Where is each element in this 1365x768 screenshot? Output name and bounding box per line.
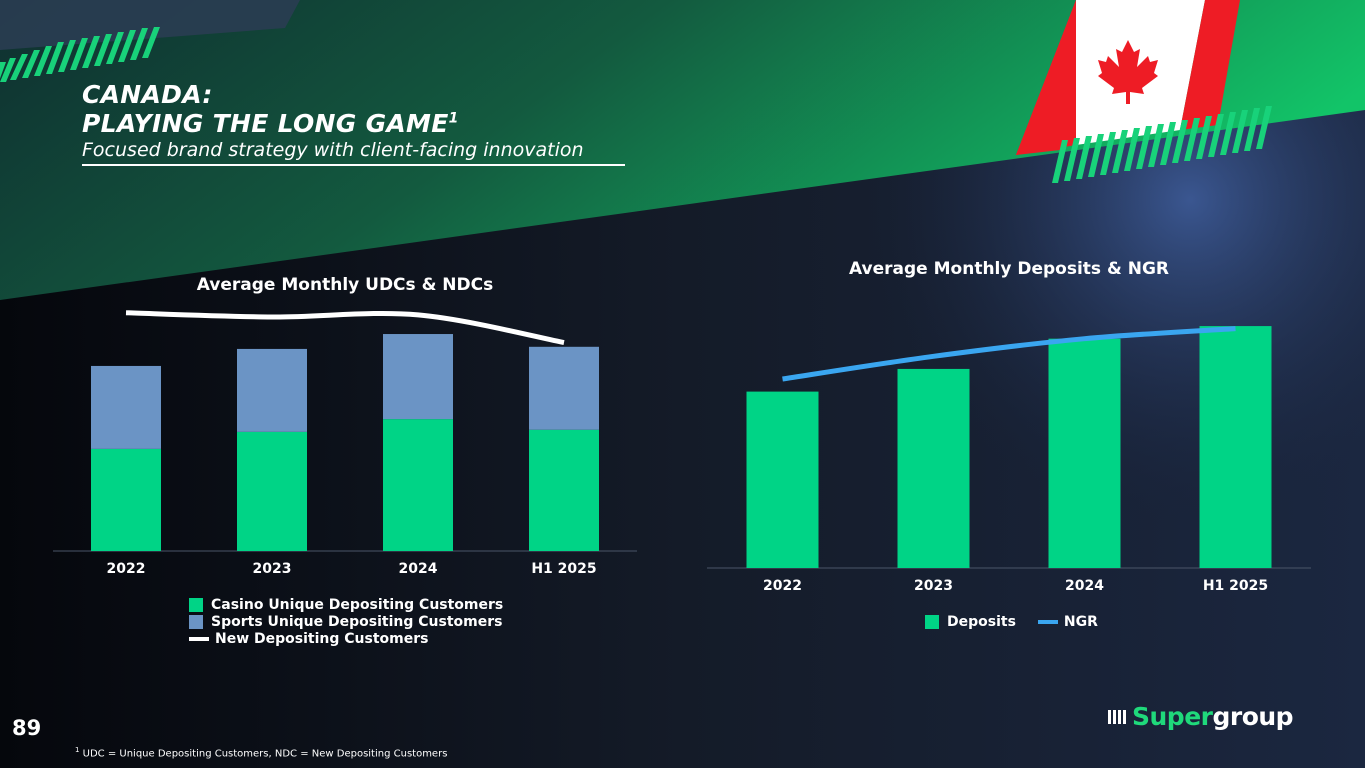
chart1-title: Average Monthly UDCs & NDCs [196,275,494,295]
bar-deposits-1 [897,368,970,568]
legend-swatch-deposits [925,614,939,629]
bar-sports-2 [383,334,453,420]
legend-item-ndc: New Depositing Customers [189,630,503,647]
bar-casino-1 [237,431,307,551]
chart1-tick-label: 2023 [253,561,292,577]
legend-label-casino: Casino Unique Depositing Customers [211,596,504,613]
line-ngr [782,326,1236,382]
canada-flag [1016,0,1240,155]
title-superscript: 1 [448,110,459,127]
chart1-tick-label: H1 2025 [531,561,596,577]
chart2-legend: Deposits NGR [925,613,1098,630]
legend-item-sports: Sports Unique Depositing Customers [189,613,503,630]
chart2-tick-label: 2024 [1065,578,1104,594]
supergroup-logo-icon: Super group [1108,702,1294,731]
legend-label-deposits: Deposits [947,613,1016,630]
legend-swatch-ndc [189,636,209,641]
legend-item-casino: Casino Unique Depositing Customers [189,596,503,613]
chart1-tick-label: 2024 [399,561,438,577]
footnote-marker: 1 [75,746,80,754]
legend-label-ndc: New Depositing Customers [215,630,429,647]
slide-title: CANADA: PLAYING THE LONG GAME1 [82,80,625,138]
chart2-tick-label: 2022 [763,578,802,594]
slide-subtitle: Focused brand strategy with client-facin… [82,138,625,166]
bar-casino-0 [91,448,161,551]
slide-title-block: CANADA: PLAYING THE LONG GAME1 Focused b… [82,80,625,166]
legend-label-ngr: NGR [1063,613,1098,630]
line-ndc [125,310,565,345]
bar-sports-0 [91,365,161,449]
maple-leaf-icon [1098,40,1158,104]
bar-sports-3 [529,346,599,430]
bar-sports-1 [237,348,307,432]
logo-bars [1108,709,1126,724]
bar-deposits-2 [1048,338,1121,568]
legend-item-ngr: NGR [1037,613,1098,630]
legend-label-sports: Sports Unique Depositing Customers [211,613,503,630]
legend-swatch-ngr [1037,619,1058,624]
legend-swatch-sports [189,614,203,629]
chart2-tick-label: 2023 [914,578,953,594]
footnote: 1 UDC = Unique Depositing Customers, NDC… [75,746,447,759]
footnote-text: UDC = Unique Depositing Customers, NDC =… [82,748,448,760]
legend-item-deposits: Deposits [925,613,1016,630]
title-line2: PLAYING THE LONG GAME [82,109,449,138]
bar-casino-2 [383,419,453,551]
stripes-right [1052,106,1272,183]
title-line1: CANADA: [82,80,213,109]
bar-deposits-3 [1199,326,1272,568]
logo-word-super: Super [1132,702,1213,731]
chart2-title: Average Monthly Deposits & NGR [848,259,1169,279]
chart1-legend: Casino Unique Depositing Customers Sport… [189,596,503,647]
legend-swatch-casino [189,597,203,612]
bar-casino-3 [529,429,599,551]
bar-deposits-0 [746,391,819,568]
chart2-tick-label: H1 2025 [1203,578,1268,594]
page-number: 89 [12,716,42,740]
stripes-left [0,27,160,82]
logo-word-group: group [1212,702,1294,731]
chart1-tick-label: 2022 [107,561,146,577]
